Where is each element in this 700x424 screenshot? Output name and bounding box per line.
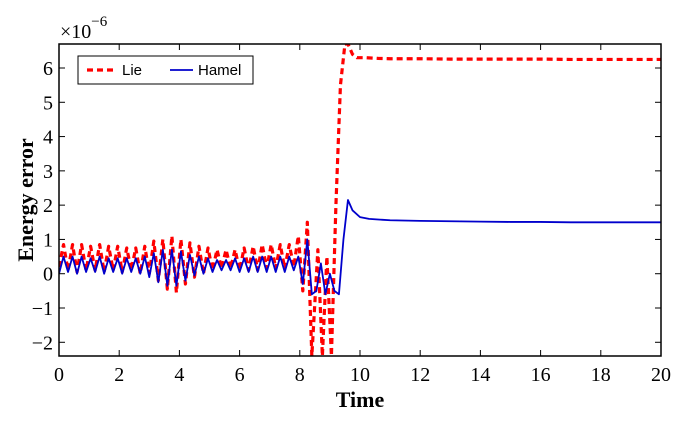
x-tick-label: 20 <box>651 364 671 386</box>
y-tick-label: −2 <box>32 332 53 354</box>
x-tick-label: 6 <box>235 364 245 386</box>
y-axis-label: Energy error <box>13 138 38 262</box>
series-line-hamel <box>59 199 661 296</box>
x-tick-label: 10 <box>350 364 370 386</box>
y-tick-label: 4 <box>43 127 53 149</box>
y-tick-label: 6 <box>43 58 53 80</box>
x-tick-label: 2 <box>114 364 124 386</box>
plot-background <box>59 44 661 356</box>
x-tick-label: 18 <box>591 364 611 386</box>
x-tick-label: 4 <box>174 364 184 386</box>
y-tick-label: 2 <box>43 195 53 217</box>
legend-label-lie: Lie <box>122 62 142 79</box>
y-multiplier-exponent: −6 <box>91 14 107 30</box>
y-tick-label: 1 <box>43 229 53 251</box>
y-tick-label: 5 <box>43 92 53 114</box>
y-tick-label: 0 <box>43 264 53 286</box>
y-tick-label: 3 <box>43 161 53 183</box>
y-multiplier: ×10−6 <box>60 14 108 43</box>
series-line-lie <box>59 44 661 356</box>
y-multiplier-base: ×10 <box>60 21 91 43</box>
x-tick-label: 16 <box>531 364 551 386</box>
y-tick-label: −1 <box>32 298 53 320</box>
x-tick-label: 14 <box>470 364 490 386</box>
x-axis-label: Time <box>336 387 385 412</box>
x-tick-label: 0 <box>54 364 64 386</box>
x-tick-label: 12 <box>410 364 430 386</box>
legend: Lie Hamel <box>77 55 254 85</box>
x-tick-label: 8 <box>295 364 305 386</box>
legend-label-hamel: Hamel <box>198 62 241 79</box>
series-layer <box>59 44 661 356</box>
